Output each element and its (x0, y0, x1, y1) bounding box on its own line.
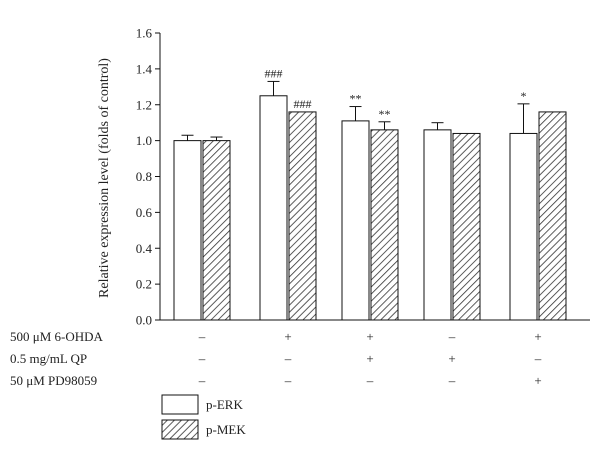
significance-mark: ** (379, 107, 391, 121)
bar-p-erk (509, 132, 538, 321)
condition-symbol: – (448, 329, 456, 344)
y-tick-label: 0.6 (136, 205, 153, 220)
legend-swatch-p-erk (161, 394, 199, 415)
significance-mark: ### (294, 97, 312, 111)
bar-p-mek (370, 129, 399, 321)
condition-symbol: – (198, 329, 206, 344)
bar-p-erk (341, 120, 370, 321)
bar-p-erk (259, 95, 288, 321)
y-tick-label: 1.0 (136, 133, 152, 148)
condition-symbol: + (534, 329, 541, 344)
condition-symbol: – (534, 351, 542, 366)
significance-annotations: ###** *###** (265, 66, 527, 120)
condition-label-qp: 0.5 mg/mL QP (10, 351, 87, 366)
significance-mark: ** (350, 92, 362, 106)
condition-symbol: – (284, 373, 292, 388)
condition-table: 500 μM 6-OHDA 0.5 mg/mL QP 50 μM PD98059… (10, 329, 542, 388)
y-axis: 0.0 0.2 0.4 0.6 0.8 1.0 1.2 1.4 1.6 Relative exp… (97, 26, 161, 328)
significance-mark: * (521, 89, 527, 103)
legend: p-ERK p-MEK (161, 394, 246, 440)
bar-p-erk (423, 129, 452, 321)
condition-symbol: + (534, 373, 541, 388)
y-tick-label: 0.2 (136, 277, 152, 292)
condition-symbol: + (284, 329, 291, 344)
condition-symbols: – + + – + – – + + – – – – – + (198, 329, 542, 388)
bar-p-erk (173, 140, 202, 321)
legend-label-p-mek: p-MEK (206, 422, 246, 437)
y-tick-label: 1.6 (136, 26, 153, 41)
significance-mark: ### (265, 66, 283, 80)
bars (173, 95, 567, 321)
y-tick-label: 0.4 (136, 241, 153, 256)
bar-p-mek (202, 140, 231, 321)
condition-label-pd98059: 50 μM PD98059 (10, 373, 97, 388)
y-tick-label: 0.0 (136, 313, 152, 328)
condition-symbol: + (366, 329, 373, 344)
y-ticks: 0.0 0.2 0.4 0.6 0.8 1.0 1.2 1.4 1.6 (136, 26, 160, 328)
condition-symbol: + (448, 351, 455, 366)
condition-symbol: – (284, 351, 292, 366)
condition-symbol: – (448, 373, 456, 388)
error-bars (181, 80, 530, 141)
condition-symbol: – (366, 373, 374, 388)
y-tick-label: 1.4 (136, 61, 153, 76)
bar-p-mek (288, 111, 317, 321)
y-tick-label: 1.2 (136, 97, 152, 112)
condition-symbol: + (366, 351, 373, 366)
y-axis-label: Relative expression level (folds of cont… (97, 58, 112, 298)
condition-symbol: – (198, 351, 206, 366)
bar-p-mek (538, 111, 567, 321)
bar-p-mek (452, 132, 481, 321)
legend-swatch-p-mek (161, 419, 199, 440)
legend-label-p-erk: p-ERK (206, 397, 243, 412)
condition-symbol: – (198, 373, 206, 388)
y-tick-label: 0.8 (136, 169, 152, 184)
condition-label-6ohda: 500 μM 6-OHDA (10, 329, 104, 344)
